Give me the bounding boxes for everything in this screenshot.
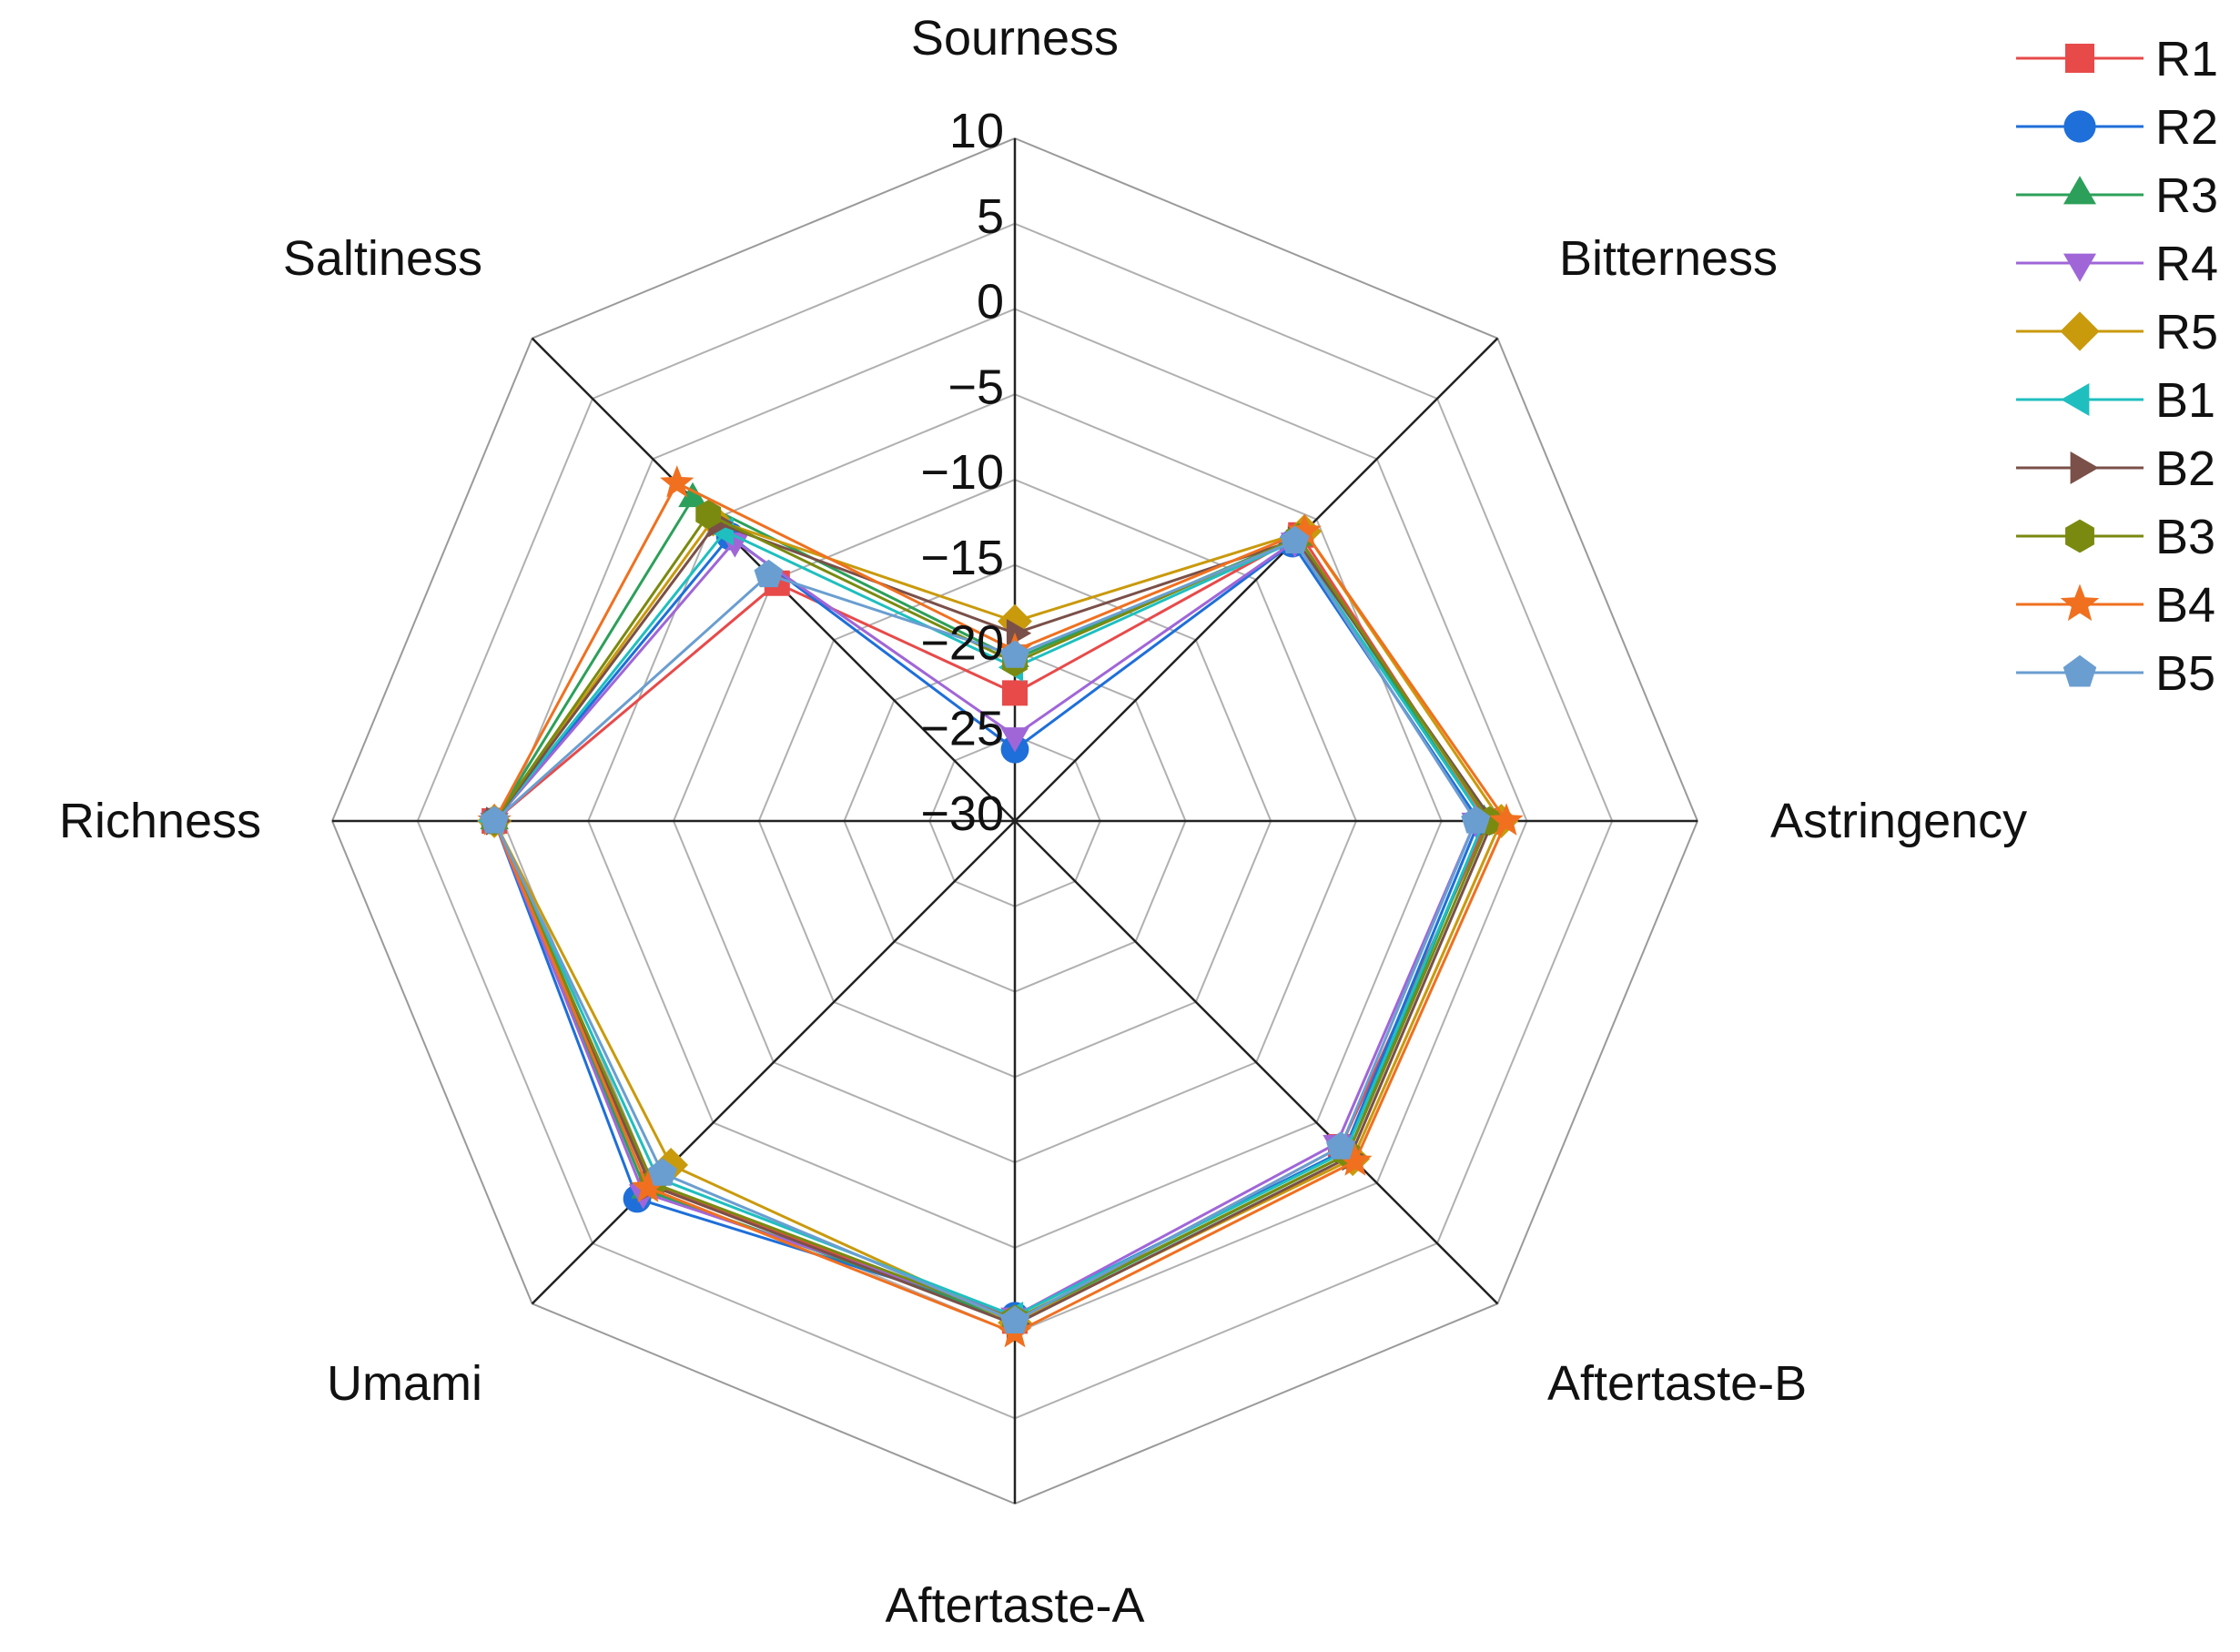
tick-label: −25 [920, 701, 1004, 755]
data-point [1489, 803, 1524, 836]
data-point [1000, 1305, 1029, 1333]
legend-marker [2063, 654, 2097, 687]
legend-marker [2065, 44, 2094, 73]
legend-label: B4 [2155, 578, 2215, 633]
legend: R1 R2 R3 R4 R5 B1 B2 B3 B4 B5 [2016, 32, 2218, 701]
radar-series [477, 465, 1524, 1348]
legend-item-b4: B4 [2016, 578, 2215, 633]
data-point [647, 1158, 677, 1186]
data-point [631, 1170, 665, 1202]
legend-item-b5: B5 [2016, 646, 2215, 701]
legend-label: R5 [2155, 305, 2218, 360]
tick-label: −5 [948, 360, 1004, 414]
legend-marker [2060, 583, 2100, 622]
legend-marker [2061, 382, 2090, 417]
legend-marker [2063, 253, 2097, 282]
legend-marker [2063, 176, 2097, 205]
tick-label: −30 [920, 786, 1004, 841]
tick-label: 0 [977, 275, 1004, 329]
data-point [998, 603, 1032, 639]
data-point [1280, 525, 1310, 553]
data-point [1338, 1143, 1373, 1176]
legend-item-r5: R5 [2016, 305, 2218, 360]
data-point [754, 559, 784, 588]
legend-item-r1: R1 [2016, 32, 2218, 86]
legend-marker [2060, 311, 2100, 351]
axis-label-richness: Richness [59, 794, 261, 848]
axis-label-aftertaste-b: Aftertaste-B [1547, 1356, 1807, 1411]
radar-spokes [332, 138, 1698, 1504]
series-b5 [480, 525, 1491, 1333]
legend-label: B3 [2155, 510, 2215, 564]
legend-item-r4: R4 [2016, 237, 2218, 291]
data-point [1461, 806, 1491, 834]
axis-label-sourness: Sourness [911, 11, 1119, 66]
legend-label: R3 [2155, 168, 2218, 223]
legend-item-b3: B3 [2016, 510, 2215, 564]
legend-item-b1: B1 [2016, 373, 2215, 428]
legend-item-r2: R2 [2016, 100, 2218, 155]
radial-tick-labels: 10 5 0 −5 −10 −15 −20 −25 −30 [920, 104, 1004, 841]
legend-label: R4 [2155, 237, 2218, 291]
tick-label: −10 [920, 445, 1004, 500]
axis-label-saltiness: Saltiness [283, 231, 482, 286]
data-point [695, 500, 722, 530]
data-point [1002, 680, 1028, 706]
legend-marker [2070, 451, 2099, 485]
data-point [1325, 1131, 1355, 1160]
legend-label: R1 [2155, 32, 2218, 86]
data-point [1000, 640, 1029, 668]
data-point [1287, 513, 1322, 546]
axis-labels: Sourness Bitterness Astringency Aftertaste-… [59, 11, 2027, 1633]
legend-marker [2065, 519, 2094, 553]
legend-label: B2 [2155, 441, 2215, 496]
axis-label-umami: Umami [327, 1356, 482, 1411]
tick-label: 5 [977, 189, 1004, 244]
data-point [480, 806, 510, 834]
axis-label-astringency: Astringency [1770, 794, 2027, 848]
legend-label: B5 [2155, 646, 2215, 701]
axis-label-aftertaste-a: Aftertaste-A [885, 1578, 1144, 1633]
axis-spoke [1014, 337, 1499, 822]
axis-spoke [531, 820, 1016, 1305]
tick-label: −15 [920, 531, 1004, 585]
series-b4 [477, 465, 1524, 1348]
legend-marker [2063, 110, 2096, 143]
tick-label: 10 [949, 104, 1004, 158]
legend-item-b2: B2 [2016, 441, 2215, 496]
data-point [660, 465, 694, 498]
legend-label: R2 [2155, 100, 2218, 155]
legend-label: B1 [2155, 373, 2215, 428]
data-point [678, 481, 707, 508]
legend-item-r3: R3 [2016, 168, 2218, 223]
axis-spoke [1014, 820, 1499, 1305]
data-point [1000, 727, 1029, 753]
axis-label-bitterness: Bitterness [1559, 231, 1778, 286]
tick-label: −20 [920, 616, 1004, 671]
